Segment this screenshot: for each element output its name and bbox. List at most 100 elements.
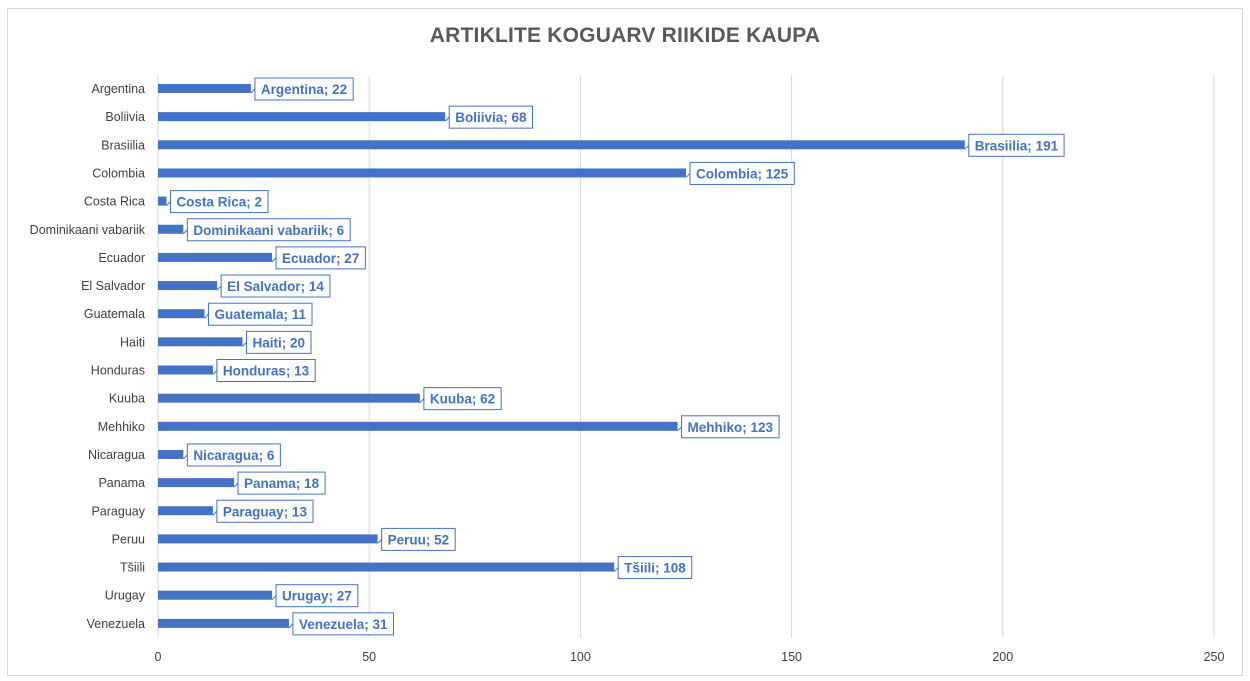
category-label: Dominikaani vabariik [30,223,146,237]
data-label-box [617,556,693,580]
data-label-leader [964,144,970,150]
data-label: Tšiili; 108 [624,561,686,576]
data-label: Brasiilia; 191 [975,138,1059,153]
category-label: Costa Rica [84,195,145,209]
category-label: Brasiilia [101,138,145,152]
data-label-box [237,471,326,495]
data-label-box [448,105,534,129]
data-label: Kuuba; 62 [430,392,495,407]
data-label-leader [182,454,188,460]
data-label: Argentina; 22 [261,82,347,97]
data-label-leader [212,370,218,375]
x-tick-label: 200 [992,650,1013,664]
data-label: Boliivia; 68 [455,110,527,125]
data-label: Venezuela; 31 [299,617,388,632]
data-label-leader [216,285,222,291]
bar [158,309,205,319]
x-tick-label: 50 [362,650,376,664]
x-tick-label: 100 [570,650,591,664]
data-label: Nicaragua; 6 [193,448,275,463]
category-label: Argentina [91,82,145,96]
bar [158,252,273,262]
data-label-leader [419,398,425,404]
data-label: Guatemala; 11 [214,307,306,322]
category-label: Guatemala [84,307,145,321]
data-label-leader [677,426,682,432]
data-label-box [186,443,281,467]
category-label: Peruu [112,532,145,546]
data-label-box [186,218,351,242]
data-label-leader [271,257,277,263]
data-label-box [423,387,502,411]
bar [158,112,446,122]
category-label: El Salvador [81,279,145,293]
category-label: Panama [98,476,145,490]
data-label: Mehhiko; 123 [688,420,774,435]
data-label-box [275,246,366,270]
data-label-box [254,77,354,101]
data-label-box [681,415,780,439]
data-label: Costa Rica; 2 [176,195,262,210]
data-label-leader [204,313,209,319]
bar [158,168,686,178]
bar [158,478,235,488]
data-label-leader [212,510,218,516]
bar [158,618,289,628]
data-label: Haiti; 20 [252,335,305,350]
data-label-leader [444,116,450,122]
data-label: Dominikaani vabariik; 6 [193,223,344,238]
category-label: Tšiili [120,561,145,575]
data-label-box [381,527,456,551]
x-tick-label: 0 [155,650,162,664]
data-label-leader [233,482,239,488]
category-label: Urugay [105,589,146,603]
chart-title: ARTIKLITE KOGUARV RIIKIDE KAUPA [429,24,821,47]
data-label-leader [166,201,171,206]
data-label-box [968,133,1065,157]
category-label: Honduras [91,364,145,378]
category-label: Paraguay [91,504,145,518]
category-label: Kuuba [109,392,145,406]
category-label: Ecuador [98,251,145,265]
data-label-box [245,330,312,354]
bar [158,140,965,150]
bar [158,534,378,544]
data-label-leader [250,88,256,94]
data-label-box [216,359,316,382]
data-label: El Salvador; 14 [227,279,324,294]
data-label-box [689,161,795,185]
data-label: Honduras; 13 [223,364,310,379]
bar [158,562,615,572]
data-label-box [275,584,359,608]
bar [158,281,218,291]
data-label-leader [182,229,188,235]
data-label: Peruu; 52 [388,532,450,547]
data-label-leader [288,623,294,629]
data-label-leader [685,173,691,178]
data-label-leader [271,595,277,601]
bar [158,449,184,459]
data-label-box [207,302,313,326]
data-label-box [220,274,331,298]
data-label-box [292,612,395,636]
x-tick-label: 250 [1204,650,1225,664]
bar [158,506,213,516]
category-label: Nicaragua [88,448,145,462]
data-label: Urugay; 27 [282,589,352,604]
bar [158,421,678,431]
data-label-box [216,499,314,523]
data-label: Panama; 18 [244,476,320,491]
category-label: Colombia [92,166,145,180]
bar [158,84,251,93]
data-label: Ecuador; 27 [282,251,359,266]
data-label-leader [242,341,247,347]
data-label-leader [613,567,619,572]
category-label: Haiti [120,335,145,349]
bar [158,393,420,403]
data-label: Colombia; 125 [696,166,789,181]
bar [158,196,167,206]
data-label-box [169,190,269,214]
bar [158,365,213,375]
category-label: Boliivia [105,110,145,124]
